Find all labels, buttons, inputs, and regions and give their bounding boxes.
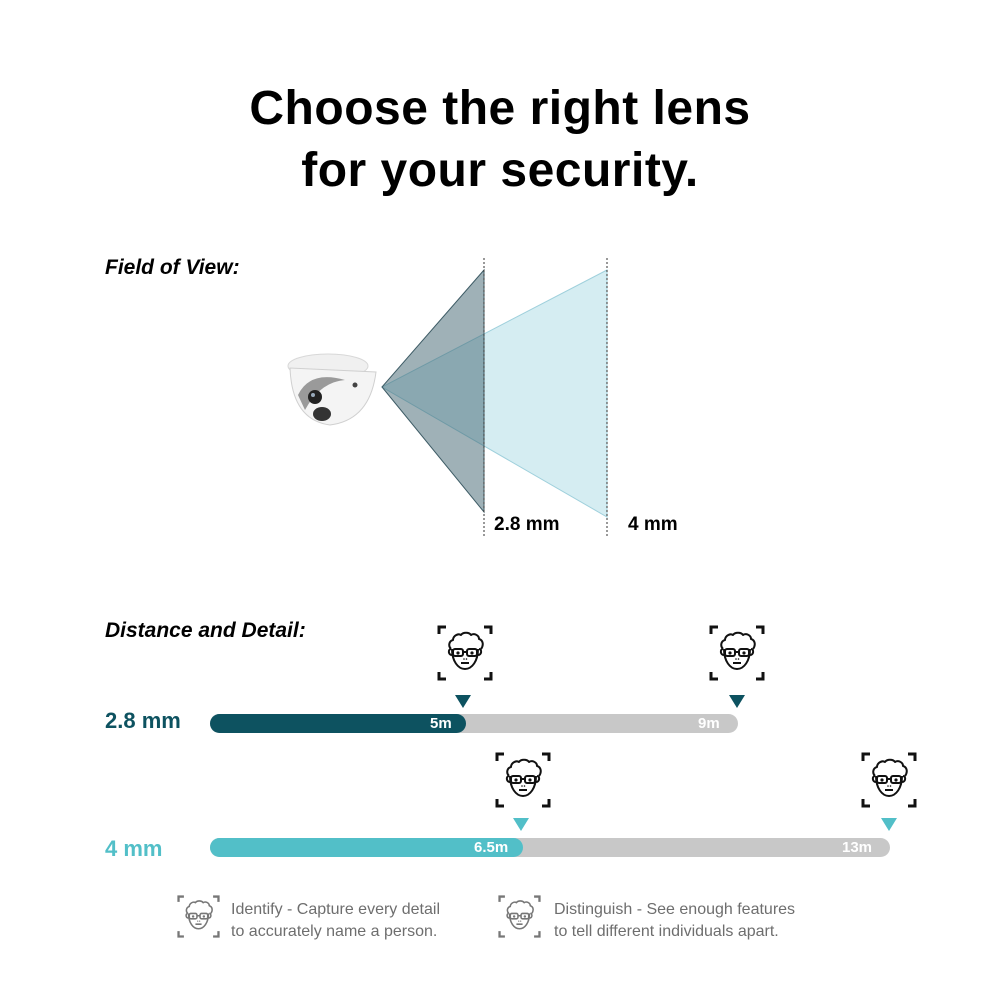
identify-face-icon [437, 625, 493, 681]
distinguish-face-icon [861, 752, 917, 808]
identify-distance: 6.5m [474, 839, 509, 856]
legend-identify-line2: to accurately name a person. [231, 923, 438, 940]
page-title: Choose the right lens for your security. [0, 78, 1000, 202]
fov-2.8mm-cone [381, 268, 485, 514]
marker-triangle-icon [881, 818, 897, 831]
distinguish-face-icon [498, 895, 541, 938]
legend-identify: Identify - Capture every detail to accur… [231, 899, 440, 943]
legend-identify-line1: Identify - Capture every detail [231, 901, 440, 918]
title-line-2: for your security. [301, 144, 699, 197]
fov-4mm-cone [380, 269, 608, 518]
fov-label-4mm: 4 mm [628, 514, 678, 535]
distinguish-face-icon [709, 625, 765, 681]
legend-distinguish: Distinguish - See enough features to tel… [554, 899, 795, 943]
marker-triangle-icon [729, 695, 745, 708]
marker-triangle-icon [455, 695, 471, 708]
marker-triangle-icon [513, 818, 529, 831]
field-of-view-heading: Field of View: [105, 256, 240, 279]
legend-distinguish-line2: to tell different individuals apart. [554, 923, 779, 940]
identify-range-fill [210, 838, 523, 857]
field-of-view-diagram [287, 258, 608, 536]
camera-image [287, 353, 377, 426]
identify-face-icon [177, 895, 220, 938]
distinguish-distance: 9m [698, 715, 720, 732]
identify-distance: 5m [430, 715, 452, 732]
distance-bar-2.8mm: 5m 9m [210, 714, 738, 733]
identify-range-fill [210, 714, 466, 733]
title-line-1: Choose the right lens [249, 82, 751, 135]
legend-distinguish-line1: Distinguish - See enough features [554, 901, 796, 918]
distance-detail-heading: Distance and Detail: [105, 619, 306, 642]
identify-face-icon [495, 752, 551, 808]
distance-bar-4mm: 6.5m 13m [210, 838, 890, 857]
row-label-2.8mm: 2.8 mm [105, 708, 181, 733]
row-label-4mm: 4 mm [105, 836, 163, 861]
distinguish-distance: 13m [842, 839, 873, 856]
fov-label-2.8mm: 2.8 mm [494, 514, 560, 535]
